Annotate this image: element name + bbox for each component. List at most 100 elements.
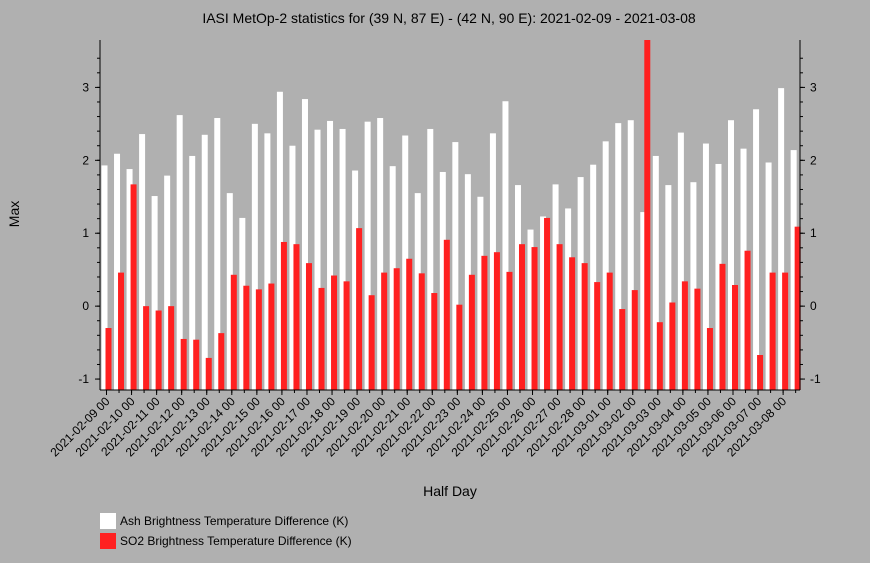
y-axis-label: Max: [6, 201, 22, 227]
so2-bar: [744, 250, 751, 390]
so2-bar: [631, 290, 638, 390]
so2-bar: [644, 40, 651, 390]
so2-bar: [193, 339, 200, 390]
ash-bar: [452, 142, 459, 390]
so2-bar: [243, 285, 250, 390]
so2-bar: [381, 272, 388, 390]
y-tick-label-left: 1: [82, 226, 89, 240]
ash-bar: [477, 196, 484, 390]
ash-bar: [540, 216, 547, 390]
so2-bar: [544, 217, 551, 390]
so2-bar: [305, 263, 312, 391]
so2-bar: [431, 293, 438, 390]
y-tick-label-left: 3: [82, 80, 89, 94]
so2-bar: [732, 285, 738, 390]
ash-bar: [740, 148, 747, 390]
so2-bar: [343, 281, 350, 390]
so2-bar: [393, 268, 400, 390]
so2-bar: [694, 288, 701, 390]
so2-bar: [782, 272, 789, 390]
y-tick-label-right: 0: [810, 299, 817, 313]
y-tick-label-right: 2: [810, 153, 817, 167]
ash-bar: [527, 229, 534, 390]
y-tick-label-right: 3: [810, 80, 817, 94]
ash-bar: [402, 135, 409, 390]
ash-bar: [314, 129, 321, 390]
ash-bar: [251, 123, 258, 390]
so2-bar: [581, 263, 588, 391]
legend-swatch-so2: [100, 533, 116, 549]
so2-bar: [719, 263, 726, 390]
so2-bar: [130, 184, 137, 391]
ash-bar: [289, 145, 296, 390]
ash-bar: [189, 155, 196, 390]
ash-bar: [790, 150, 797, 390]
so2-bar: [556, 244, 563, 390]
ash-bar: [164, 175, 171, 390]
ash-bar: [652, 155, 659, 390]
so2-bar: [205, 357, 212, 390]
y-tick-label-left: 0: [82, 299, 89, 313]
ash-bar: [753, 109, 760, 391]
ash-bar: [126, 169, 133, 390]
ash-bar: [327, 120, 334, 390]
so2-bar: [255, 289, 262, 391]
so2-bar: [681, 281, 688, 390]
ash-bar: [139, 134, 146, 390]
legend-item-so2: SO2 Brightness Temperature Difference (K…: [100, 531, 352, 551]
so2-bar: [418, 273, 425, 390]
ash-bar: [339, 128, 346, 390]
so2-bar: [569, 257, 576, 390]
legend-label-so2: SO2 Brightness Temperature Difference (K…: [120, 534, 352, 548]
so2-bar: [594, 282, 601, 390]
so2-bar: [293, 244, 300, 390]
ash-bar: [101, 165, 108, 390]
ash-bar: [364, 121, 371, 391]
so2-bar: [706, 328, 713, 390]
so2-bar: [168, 306, 175, 390]
so2-bar: [456, 304, 463, 390]
ash-bar: [715, 163, 722, 390]
ash-bar: [427, 128, 434, 390]
ash-bar: [552, 184, 559, 391]
ash-bar: [114, 153, 121, 390]
ash-bar: [577, 177, 584, 390]
ash-bar: [239, 217, 246, 390]
so2-bar: [769, 272, 776, 390]
ash-bar: [151, 196, 158, 390]
so2-bar: [268, 283, 275, 390]
ash-bar: [665, 185, 672, 390]
so2-bar: [656, 322, 663, 390]
so2-bar: [368, 295, 375, 390]
so2-bar: [619, 309, 626, 390]
chart-title: IASI MetOp-2 statistics for (39 N, 87 E)…: [202, 10, 696, 26]
x-axis-label: Half Day: [423, 483, 477, 499]
ash-bar: [728, 120, 734, 391]
so2-bar: [794, 226, 801, 390]
legend: Ash Brightness Temperature Difference (K…: [100, 511, 352, 551]
ash-bar: [301, 99, 308, 390]
ash-bar: [176, 115, 183, 390]
ash-bar: [201, 134, 208, 390]
so2-bar: [406, 258, 413, 390]
so2-bar: [757, 355, 764, 390]
ash-bar: [502, 101, 509, 390]
so2-bar: [230, 274, 237, 390]
so2-bar: [443, 239, 450, 390]
so2-bar: [318, 287, 325, 390]
y-tick-label-left: -1: [78, 372, 89, 386]
ash-bar: [352, 170, 359, 390]
so2-bar: [118, 272, 125, 390]
ash-bar: [464, 174, 471, 390]
so2-bar: [143, 306, 150, 390]
so2-bar: [180, 338, 187, 390]
so2-bar: [105, 328, 112, 390]
ash-bar: [414, 193, 421, 390]
so2-bar: [468, 274, 475, 390]
ash-bar: [778, 88, 785, 391]
ash-bar: [389, 166, 396, 390]
ash-bar: [489, 133, 496, 390]
ash-bar: [439, 171, 446, 390]
